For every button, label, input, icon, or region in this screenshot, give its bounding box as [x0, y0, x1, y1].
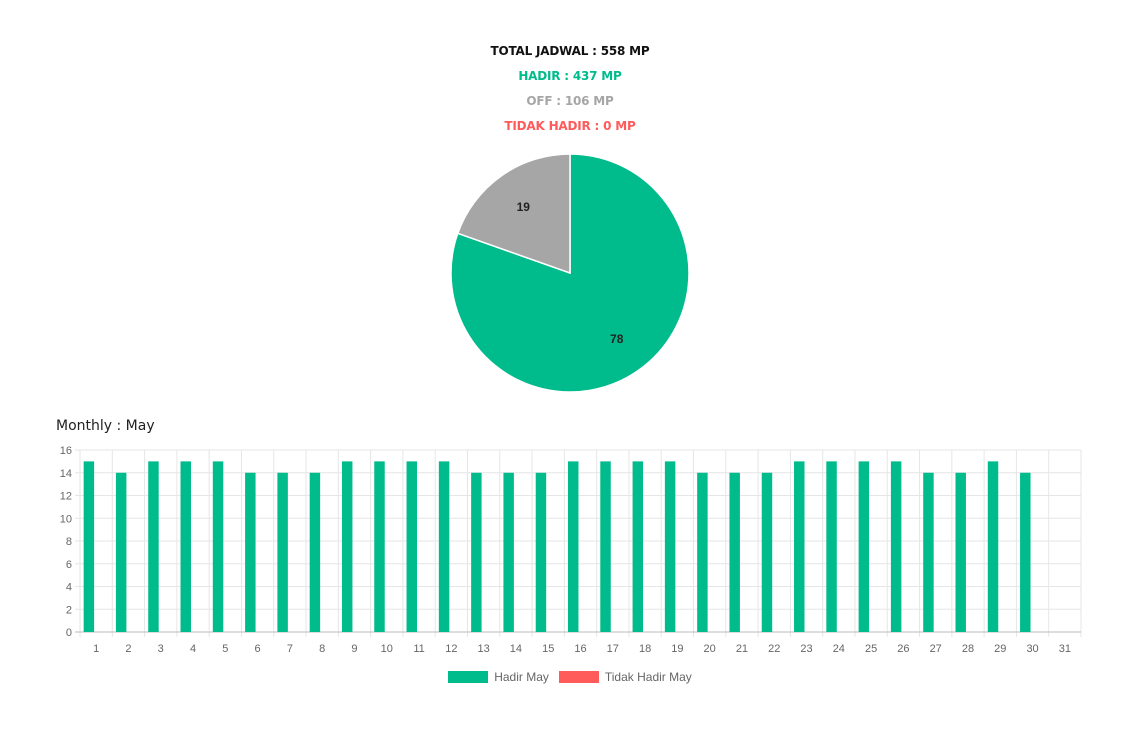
y-tick-label: 6 [66, 559, 72, 571]
legend-label-tidak-hadir: Tidak Hadir May [604, 670, 692, 684]
x-tick-label: 9 [351, 643, 357, 655]
bar-hadir-may-16[interactable] [568, 461, 579, 632]
bar-hadir-may-13[interactable] [471, 472, 482, 632]
bar-hadir-may-14[interactable] [503, 472, 514, 632]
bar-hadir-may-1[interactable] [83, 461, 95, 632]
pie-slice-off[interactable] [456, 153, 571, 275]
bar-hadir-may-24[interactable] [826, 461, 837, 632]
x-tick-label: 7 [287, 643, 293, 655]
y-tick-label: 14 [60, 468, 72, 480]
x-tick-label: 27 [930, 643, 942, 655]
legend-swatch-hadir [448, 671, 489, 683]
bar-hadir-may-10[interactable] [374, 461, 385, 632]
x-tick-label: 25 [865, 643, 877, 655]
bar-hadir-may-18[interactable] [632, 461, 644, 632]
bar-hadir-may-28[interactable] [955, 472, 966, 632]
bar-hadir-may-5[interactable] [212, 461, 224, 632]
x-tick-label: 10 [381, 643, 393, 655]
bar-hadir-may-6[interactable] [245, 472, 256, 632]
x-tick-label: 26 [897, 643, 909, 655]
y-tick-label: 8 [66, 536, 72, 548]
bar-hadir-may-26[interactable] [890, 461, 902, 632]
tidak-hadir-text: TIDAK HADIR : 0 MP [504, 119, 636, 133]
bar-hadir-may-15[interactable] [535, 472, 547, 632]
legend-item-hadir[interactable]: Hadir May [448, 670, 549, 684]
attendance-pie-chart: 78 19 [450, 153, 690, 393]
x-tick-label: 13 [478, 643, 490, 655]
x-tick-label: 11 [413, 643, 424, 655]
bar-hadir-may-19[interactable] [664, 461, 676, 632]
bar-hadir-may-3[interactable] [148, 461, 159, 632]
x-tick-label: 20 [704, 643, 716, 655]
x-tick-label: 18 [639, 643, 651, 655]
bar-hadir-may-17[interactable] [600, 461, 611, 632]
x-tick-label: 19 [671, 643, 683, 655]
x-tick-label: 21 [736, 643, 748, 655]
bar-hadir-may-4[interactable] [180, 461, 191, 632]
legend-item-tidak-hadir[interactable]: Tidak Hadir May [558, 670, 692, 684]
x-tick-label: 17 [607, 643, 619, 655]
off-text: OFF : 106 MP [526, 94, 614, 108]
bar-chart-legend: Hadir May Tidak Hadir May [0, 670, 1140, 684]
y-tick-label: 4 [66, 582, 72, 594]
legend-label-hadir: Hadir May [494, 670, 549, 684]
x-tick-label: 6 [255, 643, 261, 655]
bar-hadir-may-25[interactable] [858, 461, 870, 632]
pie-label-hadir: 78 [610, 332, 624, 346]
x-tick-label: 29 [994, 643, 1006, 655]
x-tick-label: 16 [574, 643, 586, 655]
x-tick-label: 5 [222, 643, 228, 655]
x-tick-label: 24 [833, 643, 845, 655]
x-tick-label: 3 [158, 643, 164, 655]
x-tick-label: 4 [190, 643, 196, 655]
pie-label-off: 19 [517, 200, 531, 214]
legend-swatch-tidak-hadir [558, 671, 599, 683]
y-tick-label: 2 [66, 604, 72, 616]
bar-hadir-may-7[interactable] [277, 472, 288, 632]
bar-hadir-may-27[interactable] [923, 472, 934, 632]
bar-hadir-may-8[interactable] [309, 472, 321, 632]
bar-hadir-may-2[interactable] [115, 472, 127, 632]
y-tick-label: 0 [66, 627, 72, 639]
x-tick-label: 15 [542, 643, 554, 655]
monthly-chart-title: Monthly : May [56, 418, 155, 434]
x-tick-label: 1 [93, 643, 99, 655]
bar-hadir-may-9[interactable] [341, 461, 353, 632]
total-jadwal-text: TOTAL JADWAL : 558 MP [490, 44, 650, 58]
y-tick-label: 16 [60, 445, 72, 457]
bar-hadir-may-23[interactable] [794, 461, 805, 632]
bar-hadir-may-29[interactable] [987, 461, 999, 632]
bar-hadir-may-22[interactable] [761, 472, 773, 632]
x-tick-label: 30 [1026, 643, 1038, 655]
bar-hadir-may-21[interactable] [729, 472, 740, 632]
bar-hadir-may-30[interactable] [1020, 472, 1031, 632]
x-tick-label: 31 [1059, 643, 1071, 655]
x-tick-label: 23 [800, 643, 812, 655]
bar-hadir-may-11[interactable] [406, 461, 418, 632]
hadir-text: HADIR : 437 MP [518, 69, 622, 83]
x-tick-label: 12 [445, 643, 457, 655]
y-tick-label: 10 [60, 513, 72, 525]
x-tick-label: 22 [768, 643, 780, 655]
y-tick-label: 12 [60, 491, 72, 503]
x-tick-label: 28 [962, 643, 974, 655]
bar-hadir-may-12[interactable] [438, 461, 450, 632]
x-tick-label: 2 [125, 643, 131, 655]
bar-hadir-may-20[interactable] [697, 472, 708, 632]
x-tick-label: 8 [319, 643, 325, 655]
x-tick-label: 14 [510, 643, 522, 655]
